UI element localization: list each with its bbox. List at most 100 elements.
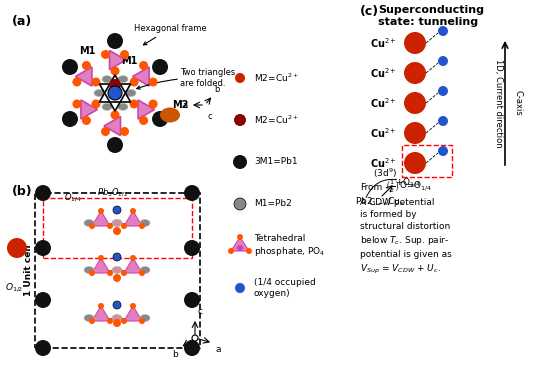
- Text: $O_{1/2}$: $O_{1/2}$: [5, 282, 23, 294]
- Text: 1D, Current direction: 1D, Current direction: [494, 59, 503, 147]
- Circle shape: [35, 292, 51, 308]
- Circle shape: [113, 319, 121, 327]
- Circle shape: [101, 50, 110, 59]
- Circle shape: [438, 26, 448, 36]
- Text: (b): (b): [12, 185, 32, 198]
- Circle shape: [121, 223, 127, 229]
- Text: 1 Unit cell: 1 Unit cell: [24, 245, 33, 296]
- Circle shape: [184, 185, 200, 201]
- Ellipse shape: [112, 266, 122, 273]
- Circle shape: [404, 152, 426, 174]
- Ellipse shape: [118, 103, 128, 110]
- Circle shape: [82, 116, 91, 125]
- Text: (3d$^9$): (3d$^9$): [373, 166, 397, 180]
- Circle shape: [184, 240, 200, 256]
- Ellipse shape: [102, 76, 112, 83]
- Ellipse shape: [84, 314, 94, 322]
- Circle shape: [108, 86, 122, 100]
- Circle shape: [192, 335, 198, 341]
- Polygon shape: [76, 67, 92, 86]
- Circle shape: [139, 223, 145, 229]
- Circle shape: [72, 100, 82, 109]
- Text: Cu$^{2+}$: Cu$^{2+}$: [370, 36, 397, 50]
- Circle shape: [404, 122, 426, 144]
- Text: $O_{1/4}$: $O_{1/4}$: [64, 192, 82, 204]
- Text: Cu$^{2+}$: Cu$^{2+}$: [370, 96, 397, 110]
- Circle shape: [234, 198, 246, 210]
- Text: M2=Cu$^{2+}$: M2=Cu$^{2+}$: [254, 114, 299, 126]
- Circle shape: [62, 59, 78, 75]
- Circle shape: [72, 78, 82, 87]
- Text: a: a: [215, 345, 220, 354]
- Polygon shape: [231, 237, 249, 251]
- Polygon shape: [124, 306, 142, 321]
- Circle shape: [35, 185, 51, 201]
- Text: M2=Cu$^{2+}$: M2=Cu$^{2+}$: [254, 72, 299, 84]
- Text: Cu$^{2+}$: Cu$^{2+}$: [370, 126, 397, 140]
- Circle shape: [98, 303, 104, 309]
- Circle shape: [130, 208, 136, 214]
- Circle shape: [120, 127, 129, 136]
- Circle shape: [35, 240, 51, 256]
- Circle shape: [107, 318, 113, 324]
- Ellipse shape: [94, 90, 104, 97]
- Circle shape: [101, 127, 110, 136]
- Text: C-axis: C-axis: [513, 90, 522, 116]
- Circle shape: [404, 62, 426, 84]
- Ellipse shape: [84, 219, 94, 226]
- Circle shape: [152, 59, 168, 75]
- Circle shape: [113, 274, 121, 282]
- Polygon shape: [133, 67, 149, 86]
- Polygon shape: [104, 116, 120, 135]
- Circle shape: [113, 206, 121, 214]
- Text: Cu$^{2+}$: Cu$^{2+}$: [370, 156, 397, 170]
- Circle shape: [235, 283, 245, 293]
- Text: Cu$^{2+}$: Cu$^{2+}$: [370, 66, 397, 80]
- Circle shape: [246, 248, 252, 254]
- Circle shape: [7, 238, 27, 258]
- Ellipse shape: [112, 219, 122, 226]
- Text: A CDW potential
is formed by
structural distortion
below $T_c$. Sup. pair-
poten: A CDW potential is formed by structural …: [360, 198, 452, 276]
- Text: Superconducting
state: tunneling: Superconducting state: tunneling: [378, 5, 484, 27]
- Circle shape: [438, 116, 448, 126]
- Ellipse shape: [102, 103, 112, 110]
- Text: $Pb_3O_{1/2}$: $Pb_3O_{1/2}$: [97, 186, 129, 200]
- Circle shape: [89, 270, 95, 276]
- Circle shape: [438, 146, 448, 156]
- Polygon shape: [124, 258, 142, 273]
- Circle shape: [237, 245, 243, 251]
- Circle shape: [438, 56, 448, 66]
- Circle shape: [62, 111, 78, 127]
- Circle shape: [111, 110, 119, 119]
- Ellipse shape: [118, 76, 128, 83]
- Text: 3M1=Pb1: 3M1=Pb1: [254, 157, 298, 166]
- Circle shape: [107, 270, 113, 276]
- Circle shape: [113, 227, 121, 235]
- Text: Hexagonal frame: Hexagonal frame: [134, 24, 206, 45]
- Text: a: a: [183, 100, 188, 110]
- Polygon shape: [110, 50, 126, 69]
- Circle shape: [148, 78, 158, 87]
- Text: (1/4 occupied
oxygen): (1/4 occupied oxygen): [254, 278, 316, 298]
- Polygon shape: [138, 100, 154, 119]
- Circle shape: [130, 78, 139, 87]
- Circle shape: [139, 116, 148, 125]
- Circle shape: [35, 340, 51, 356]
- Text: M1=Pb2: M1=Pb2: [254, 200, 292, 209]
- Circle shape: [234, 114, 246, 126]
- Ellipse shape: [140, 219, 150, 226]
- FancyArrowPatch shape: [366, 179, 396, 197]
- Ellipse shape: [126, 90, 136, 97]
- Circle shape: [237, 234, 243, 240]
- Circle shape: [130, 303, 136, 309]
- Text: M2: M2: [172, 100, 188, 110]
- Circle shape: [121, 318, 127, 324]
- Polygon shape: [124, 211, 142, 226]
- Circle shape: [98, 208, 104, 214]
- Text: M1: M1: [79, 46, 95, 56]
- Text: (a): (a): [12, 15, 32, 28]
- Circle shape: [184, 292, 200, 308]
- Ellipse shape: [84, 266, 94, 273]
- Ellipse shape: [140, 314, 150, 322]
- Text: c: c: [197, 307, 202, 316]
